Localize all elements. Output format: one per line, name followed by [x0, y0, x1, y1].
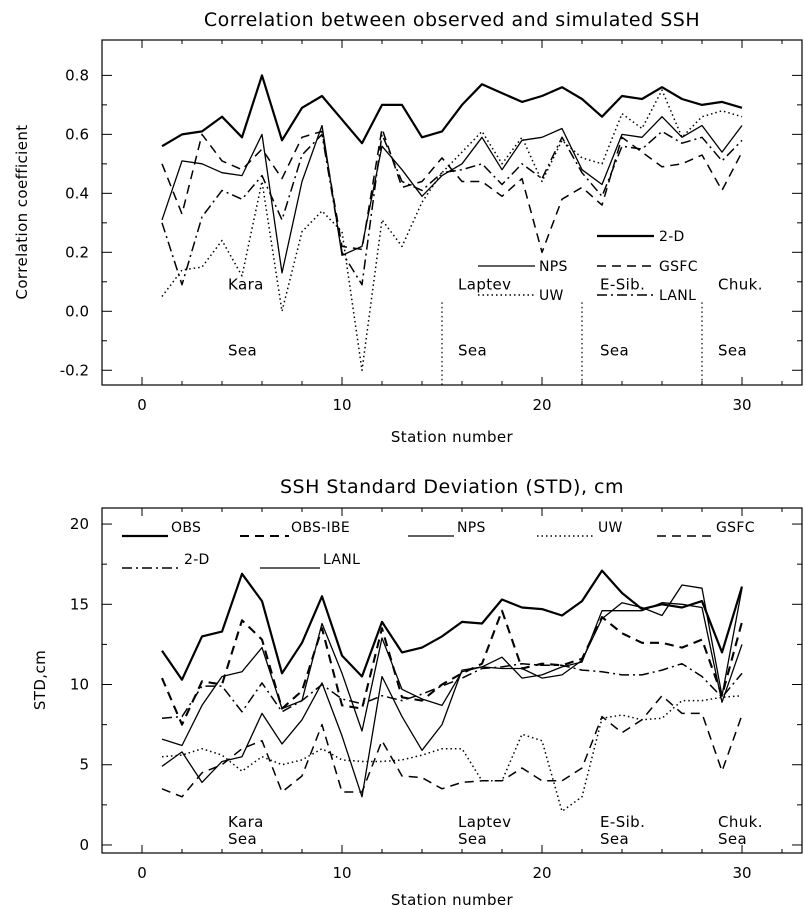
x-tick-label: 20	[532, 864, 551, 882]
region-label-kara: Kara	[228, 276, 264, 294]
y-tick-label: 0	[79, 836, 89, 854]
region-label-laptev-sea: Sea	[458, 342, 487, 360]
correlation-x-axis-label: Station number	[391, 428, 514, 446]
x-tick-label: 20	[532, 396, 551, 414]
series-line-nps	[161, 602, 743, 747]
y-tick-label: 5	[79, 756, 89, 774]
y-tick-label: 10	[70, 676, 89, 694]
legend-label-obs-ibe: OBS-IBE	[291, 520, 350, 536]
y-tick-label: 0.2	[65, 243, 89, 261]
legend-label-uw-std: UW	[598, 520, 623, 536]
std-plot-frame	[101, 507, 803, 854]
correlation-region-dividers	[441, 302, 703, 385]
legend-label-uw: UW	[539, 288, 564, 304]
region-label-kara-sea: Sea	[228, 342, 257, 360]
legend-item-2d: 2-D	[597, 229, 685, 245]
std-series	[161, 569, 744, 813]
y-tick-label: 0.4	[65, 184, 89, 202]
y-tick-label: 15	[70, 595, 89, 613]
region-label-chuk-sea: Sea	[718, 342, 747, 360]
x-tick-label: 30	[732, 396, 751, 414]
legend-label-2d-std: 2-D	[184, 552, 210, 568]
legend-item-obs-ibe: OBS-IBE	[240, 520, 350, 538]
region-label-e-sib-sea: Sea	[600, 830, 629, 848]
std-x-axis-label: Station number	[391, 891, 514, 909]
series-line-gsfc	[161, 694, 743, 798]
series-line-gsfc	[161, 127, 743, 254]
legend-item-uw: UW	[478, 288, 564, 304]
legend-label-2d: 2-D	[659, 229, 685, 245]
std-y-axis-label: STD,cm	[31, 650, 49, 710]
legend-label-nps: NPS	[539, 259, 568, 275]
y-tick-label: 0.6	[65, 125, 89, 143]
legend-label-gsfc: GSFC	[659, 259, 698, 275]
legend-item-gsfc: GSFC	[597, 259, 698, 275]
y-tick-label: 0.0	[65, 302, 89, 320]
region-label-laptev: Laptev	[458, 276, 511, 294]
y-tick-label: 20	[70, 515, 89, 533]
legend-item-uw-std: UW	[537, 520, 623, 537]
series-line-lanl	[161, 130, 743, 286]
std-legend: OBS OBS-IBE NPS UW GSFC 2-D	[122, 520, 755, 569]
correlation-y-axis-label: Correlation coefficient	[13, 124, 31, 299]
x-tick-label: 0	[137, 396, 147, 414]
y-tick-label: 0.8	[65, 66, 89, 84]
x-tick-label: 30	[732, 864, 751, 882]
series-line-obs-ibe	[161, 609, 744, 726]
region-label-chuk-sea: Sea	[718, 830, 747, 848]
region-label-e-sib-sea: Sea	[600, 342, 629, 360]
series-line-lanl	[161, 584, 743, 798]
correlation-legend: 2-D NPS GSFC UW LANL	[478, 229, 698, 304]
x-tick-label: 10	[332, 396, 351, 414]
legend-item-lanl-std: LANL	[260, 552, 360, 569]
region-label-e-sib: E-Sib.	[600, 276, 645, 294]
region-label-kara: Kara	[228, 813, 264, 831]
legend-label-lanl: LANL	[659, 288, 696, 304]
x-tick-label: 10	[332, 864, 351, 882]
std-axis-ticks: 0 10 20 30 0 5 10 15 20	[70, 508, 802, 882]
region-label-chuk: Chuk.	[718, 276, 763, 294]
correlation-chart-title: Correlation between observed and simulat…	[204, 9, 700, 31]
region-label-laptev: Laptev	[458, 813, 511, 831]
legend-label-obs: OBS	[171, 520, 201, 536]
legend-label-nps-std: NPS	[457, 520, 486, 536]
std-panel: SSH Standard Deviation (STD), cm Station…	[31, 476, 803, 909]
correlation-axis-ticks: 0 10 20 30 -0.2 0.0 0.2 0.4 0.6 0.8	[60, 40, 802, 414]
correlation-series	[161, 74, 743, 372]
series-line-2-d	[161, 662, 743, 719]
correlation-panel: Correlation between observed and simulat…	[13, 9, 803, 446]
legend-item-obs: OBS	[122, 520, 201, 538]
correlation-region-labels: Kara Sea Laptev Sea E-Sib. Sea Chuk. Sea	[228, 276, 763, 360]
y-tick-label: -0.2	[60, 361, 89, 379]
legend-label-gsfc-std: GSFC	[716, 520, 755, 536]
std-chart-title: SSH Standard Deviation (STD), cm	[280, 476, 624, 498]
legend-item-nps: NPS	[478, 259, 568, 275]
region-label-laptev-sea: Sea	[458, 830, 487, 848]
x-tick-label: 0	[137, 864, 147, 882]
correlation-plot-frame	[101, 39, 803, 386]
region-label-chuk: Chuk.	[718, 813, 763, 831]
series-line-2-d	[161, 74, 743, 148]
series-line-uw	[161, 89, 743, 372]
legend-label-lanl-std: LANL	[323, 552, 360, 568]
legend-item-lanl: LANL	[597, 288, 696, 304]
series-line-nps	[161, 116, 743, 274]
legend-item-2d-std: 2-D	[122, 552, 210, 569]
series-line-uw	[161, 694, 743, 813]
legend-item-nps-std: NPS	[408, 520, 486, 537]
legend-item-gsfc-std: GSFC	[657, 520, 755, 537]
region-label-kara-sea: Sea	[228, 830, 257, 848]
region-label-e-sib: E-Sib.	[600, 813, 645, 831]
